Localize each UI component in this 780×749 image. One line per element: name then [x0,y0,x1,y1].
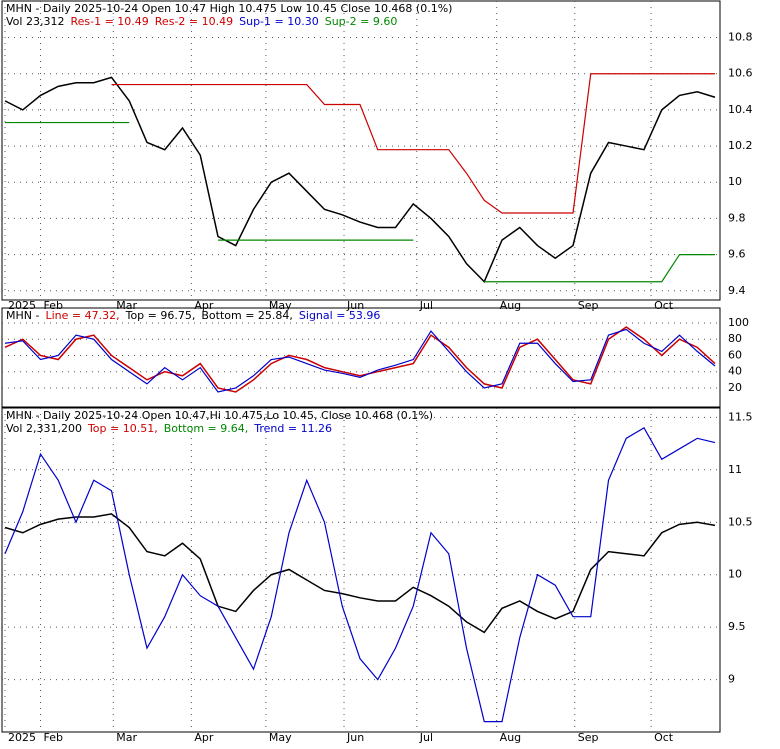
series-line [4,513,716,634]
y-tick-label: 10.2 [728,139,753,152]
x-tick-label: May [269,731,292,744]
y-tick-label: 9.4 [728,284,746,297]
y-tick-label: 10.5 [728,515,753,528]
x-tick-label: Jul [419,299,433,312]
legend-text: Res-2 = 10.49 [155,15,233,28]
legend-text: Vol 23,312 [6,15,64,28]
legend-text: Sup-2 = 9.60 [325,15,398,28]
y-tick-label: 10.4 [728,103,753,116]
x-tick-label: Mar [116,731,137,744]
y-tick-label: 9.6 [728,248,746,261]
legend-text: MHN - Daily 2025-10-24 Open 10.47,Hi 10.… [6,409,433,422]
series-line [4,76,716,284]
legend-text: MHN - Daily 2025-10-24 Open 10.47 High 1… [6,2,452,15]
panel-frame [1,307,721,408]
y-tick-label: 20 [728,381,742,394]
legend-text: Res-1 = 10.49 [70,15,148,28]
panel-frame [1,407,721,733]
legend-text: Sup-1 = 10.30 [239,15,319,28]
y-tick-label: 100 [728,316,749,329]
x-tick-label: May [269,299,292,312]
legend-text: Bottom = 9.64, [164,422,249,435]
x-tick-label: Apr [194,299,214,312]
x-tick-label: 2025 [8,299,36,312]
series-line [111,73,715,214]
y-tick-label: 40 [728,365,742,378]
legend-text: Signal = 53.96 [299,309,381,322]
x-tick-label: Feb [44,299,63,312]
y-tick-label: 10 [728,568,742,581]
panel-frame [1,0,721,301]
legend-text: Top = 10.51, [87,422,158,435]
legend-text: Bottom = 25.84, [201,309,293,322]
x-tick-label: Aug [500,731,521,744]
x-tick-label: Oct [654,731,674,744]
y-tick-label: 60 [728,348,742,361]
x-tick-label: Feb [44,731,63,744]
legend-text: MHN - [6,309,39,322]
y-tick-label: 80 [728,332,742,345]
x-tick-label: Jun [346,299,364,312]
y-tick-label: 10.6 [728,67,753,80]
series-line [4,326,716,393]
x-tick-label: Oct [654,299,674,312]
legend-text: Trend = 11.26 [253,422,332,435]
x-tick-label: Sep [578,299,599,312]
legend-text: Vol 2,331,200 [6,422,82,435]
y-tick-label: 9 [728,673,735,686]
x-tick-label: Mar [116,299,137,312]
y-tick-label: 11.5 [728,410,753,423]
y-tick-label: 10 [728,175,742,188]
y-tick-label: 9.5 [728,620,746,633]
x-tick-label: Aug [500,299,521,312]
series-line [5,121,715,283]
series-line [4,328,716,393]
x-tick-label: 2025 [8,731,36,744]
x-tick-label: Jun [346,731,364,744]
series-line [4,427,716,723]
y-tick-label: 9.8 [728,211,746,224]
y-tick-label: 10.8 [728,31,753,44]
legend-text: Line = 47.32, [45,309,119,322]
x-tick-label: Sep [578,731,599,744]
y-tick-label: 11 [728,463,742,476]
legend-text: Top = 96.75, [125,309,196,322]
x-tick-label: Apr [194,731,214,744]
x-tick-label: Jul [419,731,433,744]
